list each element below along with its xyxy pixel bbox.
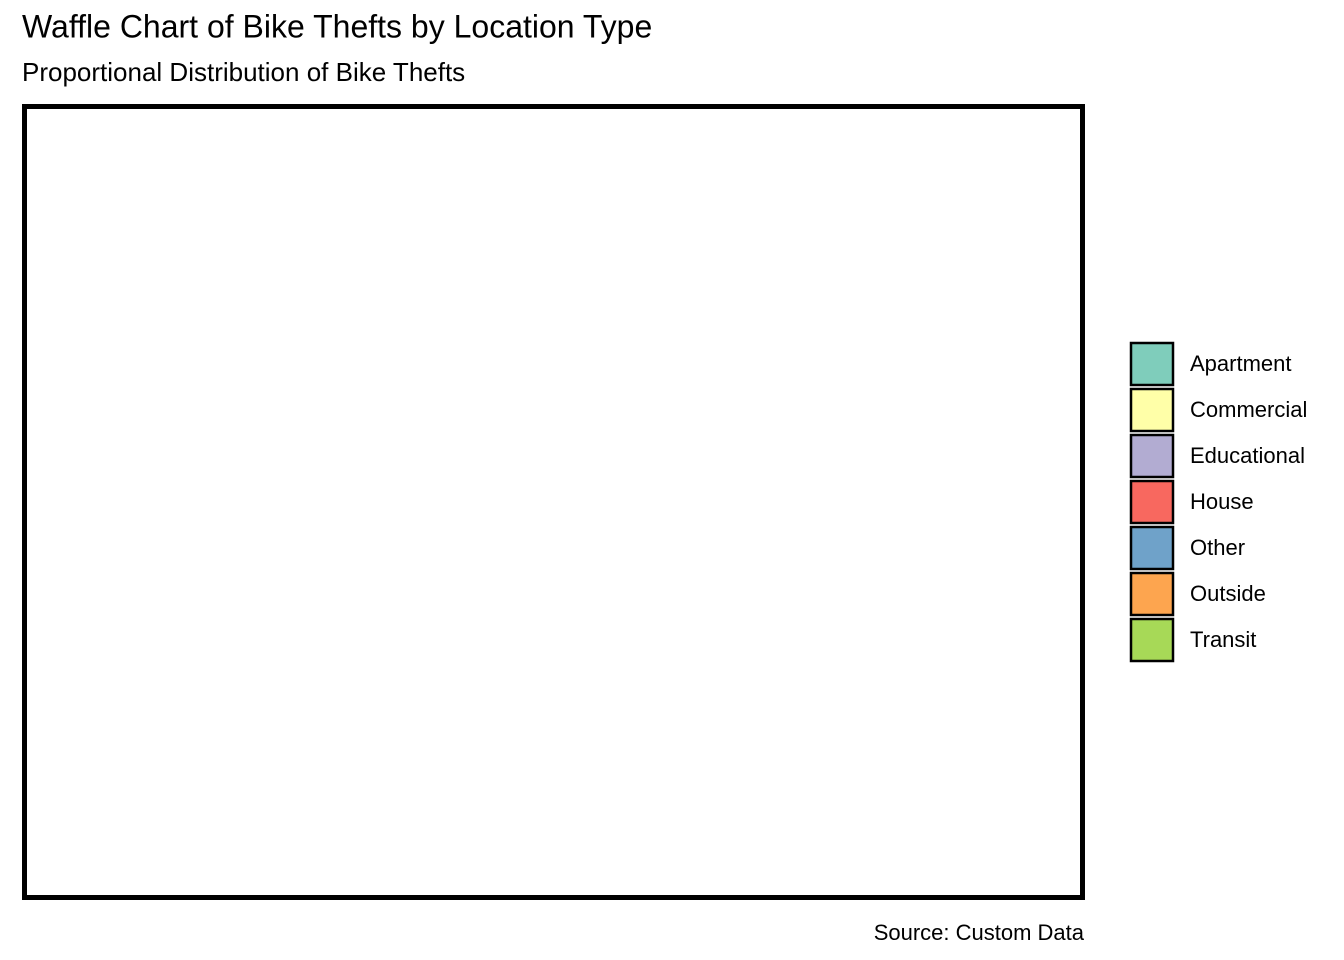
- legend-label: Outside: [1190, 581, 1266, 606]
- legend-label: Apartment: [1190, 351, 1292, 376]
- legend-label: Transit: [1190, 627, 1256, 652]
- legend-key: [1129, 571, 1175, 617]
- legend-key: [1129, 525, 1175, 571]
- legend-key: [1129, 617, 1175, 663]
- chart-title: Waffle Chart of Bike Thefts by Location …: [22, 8, 652, 44]
- legend-key: [1129, 479, 1175, 525]
- legend-label: Other: [1190, 535, 1245, 560]
- legend-label: Commercial: [1190, 397, 1307, 422]
- legend: Apartment Commercial Educational House Other…: [1129, 341, 1307, 663]
- legend-key: [1129, 341, 1175, 387]
- legend-label: House: [1190, 489, 1254, 514]
- legend-label: Educational: [1190, 443, 1305, 468]
- legend-key: [1129, 387, 1175, 433]
- chart-subtitle: Proportional Distribution of Bike Thefts: [22, 57, 465, 87]
- panel-frame: [22, 104, 1085, 900]
- caption: Source: Custom Data: [874, 920, 1085, 945]
- legend-key: [1129, 433, 1175, 479]
